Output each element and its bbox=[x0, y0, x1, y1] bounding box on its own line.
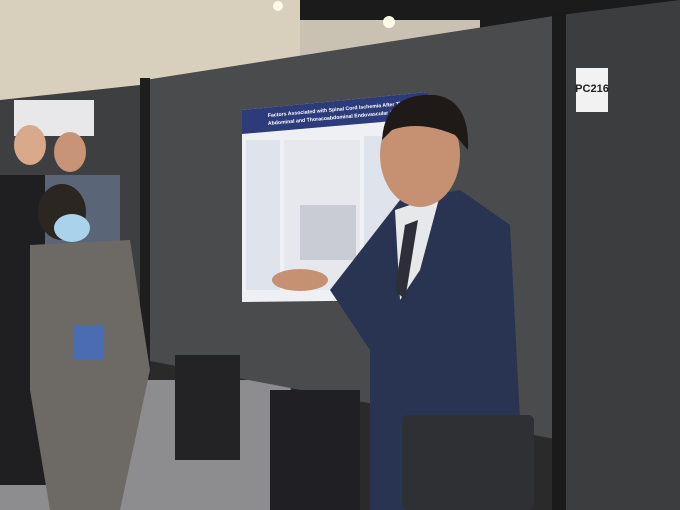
legs bbox=[175, 355, 240, 460]
person bbox=[30, 240, 150, 510]
person-head bbox=[54, 132, 86, 172]
board-pole bbox=[552, 12, 566, 510]
tie bbox=[395, 220, 418, 300]
presenter-hair bbox=[382, 94, 469, 150]
presenter-hand bbox=[272, 269, 328, 291]
board-number: PC216 bbox=[575, 83, 609, 95]
person-head bbox=[14, 125, 46, 165]
face-mask bbox=[54, 214, 90, 242]
tablet-case bbox=[402, 415, 534, 510]
legs bbox=[270, 390, 360, 510]
board-pole bbox=[140, 78, 150, 378]
display-board bbox=[560, 0, 680, 510]
ceiling-light bbox=[273, 1, 283, 11]
ceiling-light bbox=[383, 16, 395, 28]
poster-table bbox=[300, 205, 356, 260]
poster-column bbox=[246, 140, 280, 290]
badge bbox=[73, 325, 103, 360]
poster-header bbox=[242, 92, 428, 134]
board-sign bbox=[576, 68, 608, 112]
